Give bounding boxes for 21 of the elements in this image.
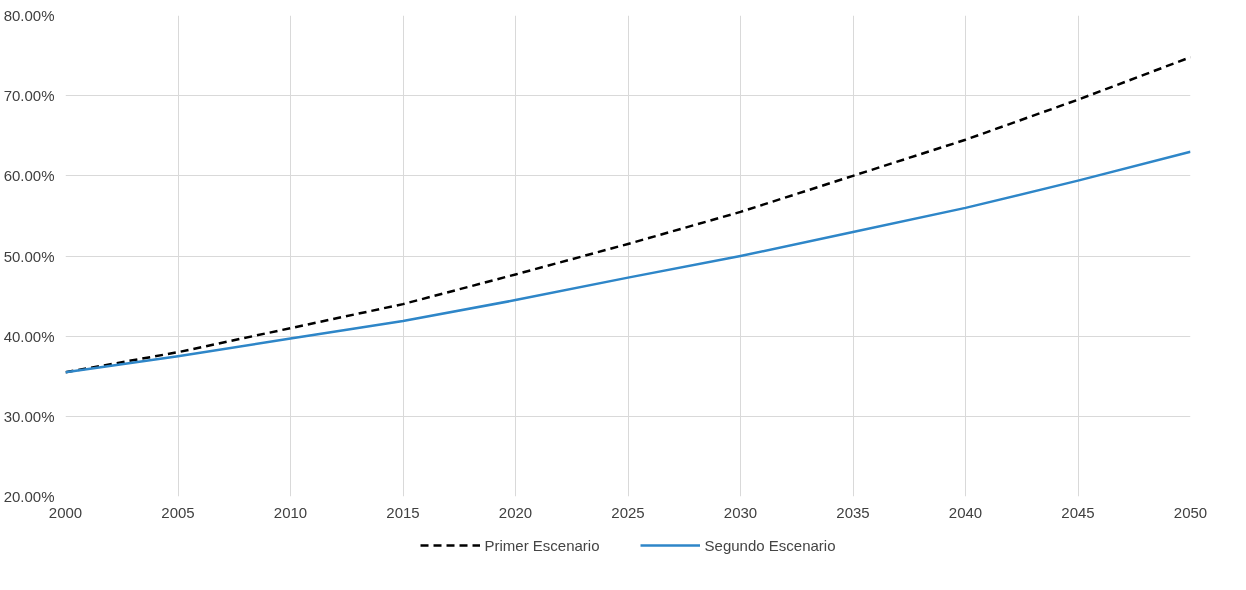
x-tick-label: 2045 (1061, 503, 1095, 521)
x-tick-label: 2025 (611, 503, 645, 521)
y-tick-label: 50.00% (3, 247, 55, 265)
x-tick-label: 2000 (48, 503, 83, 521)
x-tick-label: 2005 (161, 503, 195, 521)
x-tick-label: 2010 (273, 503, 308, 521)
x-tick-label: 2015 (386, 503, 420, 521)
x-tick-label: 2050 (1173, 503, 1208, 521)
y-tick-label: 30.00% (3, 407, 55, 425)
y-tick-label: 20.00% (3, 488, 55, 505)
legend-label: Segundo Escenario (704, 536, 836, 554)
line-series (65, 150, 1191, 374)
legend-label: Primer Escenario (484, 536, 600, 554)
y-tick-label: 40.00% (3, 327, 55, 345)
x-tick-label: 2030 (723, 503, 758, 521)
y-tick-label: 70.00% (3, 87, 55, 105)
y-tick-label: 80.00% (3, 7, 55, 24)
x-tick-label: 2020 (498, 503, 533, 521)
y-tick-label: 60.00% (3, 167, 55, 185)
x-tick-label: 2035 (836, 503, 870, 521)
x-tick-label: 2040 (948, 503, 983, 521)
